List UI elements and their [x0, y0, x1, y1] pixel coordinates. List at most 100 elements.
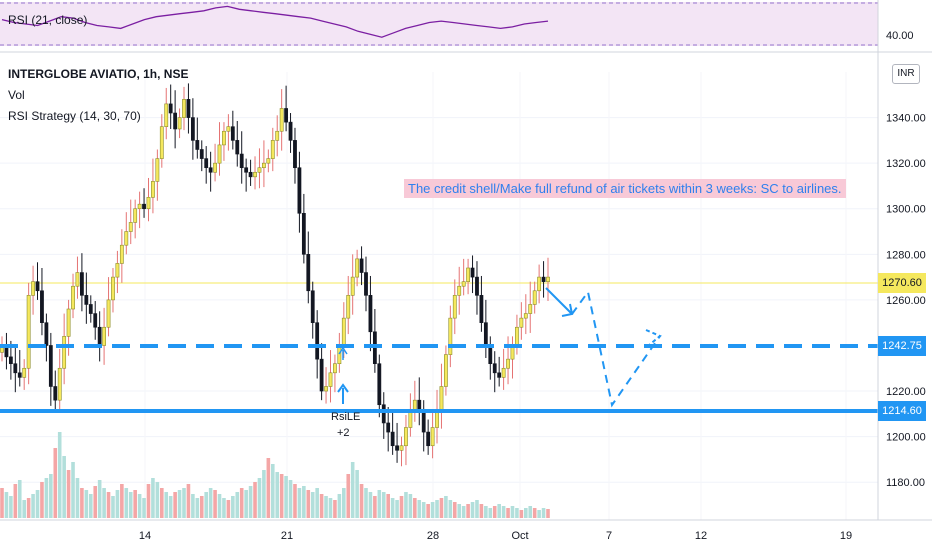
- candle-body-9: [40, 290, 44, 323]
- time-axis[interactable]: 14 21 28 Oct 7 12 19: [139, 530, 852, 542]
- volume-bar-20: [88, 494, 93, 518]
- volume-bar-88: [390, 498, 395, 518]
- volume-bar-89: [395, 500, 399, 518]
- candle-body-66: [293, 140, 297, 169]
- candle-body-81: [359, 258, 364, 273]
- candle-body-71: [315, 322, 320, 360]
- candle-body-16: [71, 285, 75, 310]
- volume-bar-117: [519, 510, 524, 518]
- volume-bar-104: [461, 506, 466, 518]
- candle-body-89: [395, 445, 399, 451]
- volume-layer: [0, 432, 550, 518]
- support-price-label: 1214.60: [878, 401, 926, 421]
- volume-bar-9: [40, 482, 44, 518]
- candle-body-109: [483, 322, 488, 346]
- currency-button[interactable]: INR: [892, 64, 920, 84]
- volume-bar-58: [257, 478, 262, 518]
- volume-bar-70: [310, 492, 315, 518]
- volume-bar-93: [413, 498, 417, 518]
- candle-body-10: [44, 322, 49, 346]
- volume-bar-73: [324, 496, 328, 518]
- candle-body-58: [257, 167, 262, 173]
- rsi-legend[interactable]: RSI (21, close): [8, 13, 88, 27]
- candle-body-119: [528, 304, 533, 314]
- volume-bar-80: [355, 470, 359, 518]
- volume-bar-6: [26, 498, 31, 518]
- volume-bar-26: [115, 490, 120, 518]
- candle-body-41: [182, 99, 186, 118]
- news-annotation[interactable]: The credit shell/Make full refund of air…: [404, 179, 846, 198]
- resistance-price-label: 1242.75: [878, 336, 926, 356]
- candle-body-88: [390, 431, 395, 447]
- volume-bar-122: [541, 508, 546, 518]
- forecast-path-dashed[interactable]: [571, 289, 661, 408]
- volume-bar-64: [284, 476, 288, 518]
- candle-body-112: [497, 372, 502, 378]
- candle-body-63: [279, 108, 284, 132]
- price-tick-7: 1180.00: [886, 477, 925, 489]
- candle-body-34: [151, 181, 155, 198]
- volume-bar-7: [31, 494, 35, 518]
- candle-body-73: [324, 386, 328, 392]
- price-tick-0: 1340.00: [886, 113, 926, 125]
- volume-bar-0: [0, 488, 4, 518]
- volume-bar-30: [133, 490, 137, 518]
- candles-layer: [0, 83, 550, 467]
- candle-body-72: [319, 358, 324, 392]
- volume-bar-46: [204, 492, 208, 518]
- candle-body-90: [399, 445, 404, 451]
- candle-body-99: [439, 386, 444, 410]
- rsi-axis: 40.00: [886, 30, 914, 42]
- price-axis[interactable]: 1340.00 1320.00 1300.00 1280.00 1260.00 1220.…: [886, 113, 926, 490]
- volume-bar-81: [359, 484, 364, 518]
- legend-strategy[interactable]: RSI Strategy (14, 30, 70): [8, 109, 141, 123]
- volume-bar-63: [279, 474, 284, 518]
- candle-body-46: [204, 158, 209, 169]
- volume-bar-62: [275, 472, 280, 518]
- candle-body-110: [488, 345, 493, 365]
- volume-bar-66: [293, 484, 297, 518]
- candle-body-43: [190, 117, 195, 141]
- candle-body-53: [235, 140, 240, 155]
- forecast-arrow-solid[interactable]: [545, 287, 573, 315]
- candle-body-101: [448, 317, 453, 355]
- volume-bar-38: [168, 496, 173, 518]
- volume-bar-19: [84, 490, 89, 518]
- forecast-arrow-dashed-head: [645, 329, 662, 347]
- candle-body-54: [239, 153, 244, 169]
- candle-body-102: [452, 295, 457, 319]
- volume-bar-10: [44, 478, 49, 518]
- candle-body-32: [142, 203, 146, 210]
- candle-body-22: [97, 326, 102, 346]
- volume-bar-92: [408, 494, 413, 518]
- candle-body-21: [93, 313, 98, 328]
- volume-bar-61: [270, 464, 275, 518]
- candle-body-7: [31, 281, 35, 296]
- volume-bar-77: [342, 488, 346, 518]
- candle-body-68: [301, 212, 306, 255]
- volume-bar-111: [492, 506, 497, 518]
- volume-bar-34: [151, 478, 155, 518]
- candle-body-24: [106, 299, 111, 328]
- rsi-line: [1, 5, 549, 38]
- volume-bar-36: [160, 488, 164, 518]
- candle-body-51: [226, 126, 231, 132]
- volume-bar-28: [124, 488, 129, 518]
- last-price-label: 1270.60: [878, 273, 926, 293]
- volume-bar-67: [297, 488, 302, 518]
- volume-bar-27: [120, 484, 124, 518]
- volume-bar-53: [235, 492, 240, 518]
- candle-body-17: [75, 272, 80, 287]
- candle-body-118: [523, 313, 528, 319]
- legend-vol[interactable]: Vol: [8, 88, 25, 102]
- candle-body-14: [62, 336, 67, 369]
- volume-bar-47: [208, 488, 213, 518]
- volume-bar-24: [106, 492, 111, 518]
- candle-body-62: [275, 130, 280, 141]
- symbol-title[interactable]: INTERGLOBE AVIATIO, 1h, NSE: [8, 67, 189, 81]
- volume-bar-83: [368, 492, 373, 518]
- volume-bar-31: [137, 494, 142, 518]
- volume-bar-4: [17, 480, 22, 518]
- volume-bar-101: [448, 500, 453, 518]
